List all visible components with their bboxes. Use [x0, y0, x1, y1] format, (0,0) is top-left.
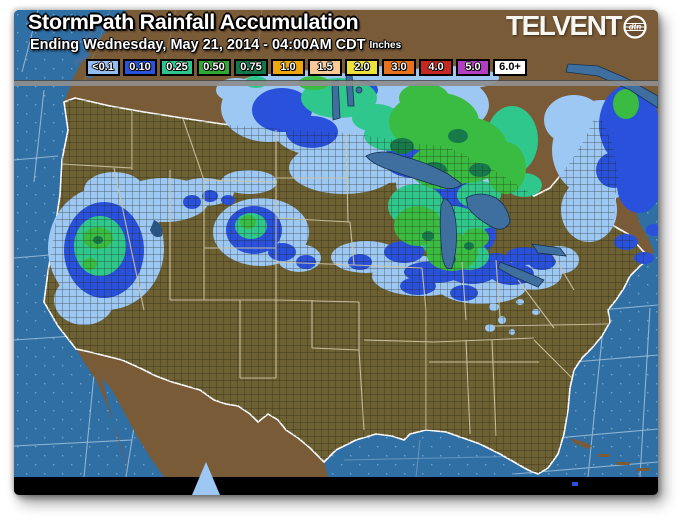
legend-item: 0.25: [160, 59, 194, 76]
state-borders: [61, 100, 611, 437]
legend-item: 1.0: [271, 59, 305, 76]
legend-item: 5.0: [456, 59, 490, 76]
legend-item: <0.1: [86, 59, 120, 76]
legend-item: 2.0: [345, 59, 379, 76]
divider-bar: [14, 81, 658, 86]
brand-logo: TELVENT dtn: [506, 11, 648, 41]
legend-item: 0.50: [197, 59, 231, 76]
dtn-globe-icon: dtn: [623, 15, 647, 39]
islands: [570, 438, 650, 471]
legend-item: 3.0: [382, 59, 416, 76]
rainfall-legend: <0.1 0.10 0.25 0.50 0.75 1.0 1.5 2.0 3.0 4.0 5.0 6.…: [86, 59, 527, 76]
legend-item: 0.75: [234, 59, 268, 76]
valid-time-label: Ending Wednesday, May 21, 2014 - 04:00AM…: [30, 37, 401, 53]
bottom-bar-marker: [192, 462, 220, 495]
legend-item: 6.0+: [493, 59, 527, 76]
rainfall-map-panel: StormPath Rainfall Accumulation Ending W…: [14, 10, 658, 495]
great-salt-lake: [150, 220, 163, 238]
dtn-badge-text: dtn: [629, 23, 642, 32]
bottom-bar: [14, 477, 658, 495]
us-rainfall-accumulation-map: [14, 10, 658, 495]
brand-name: TELVENT: [506, 10, 622, 41]
legend-item: 4.0: [419, 59, 453, 76]
divider-bar-edge: [14, 80, 658, 81]
units-label: Inches: [369, 40, 402, 51]
page-title: StormPath Rainfall Accumulation: [28, 10, 359, 34]
legend-item: 0.10: [123, 59, 157, 76]
legend-item: 1.5: [308, 59, 342, 76]
valid-time-text: Ending Wednesday, May 21, 2014 - 04:00AM…: [30, 37, 366, 53]
